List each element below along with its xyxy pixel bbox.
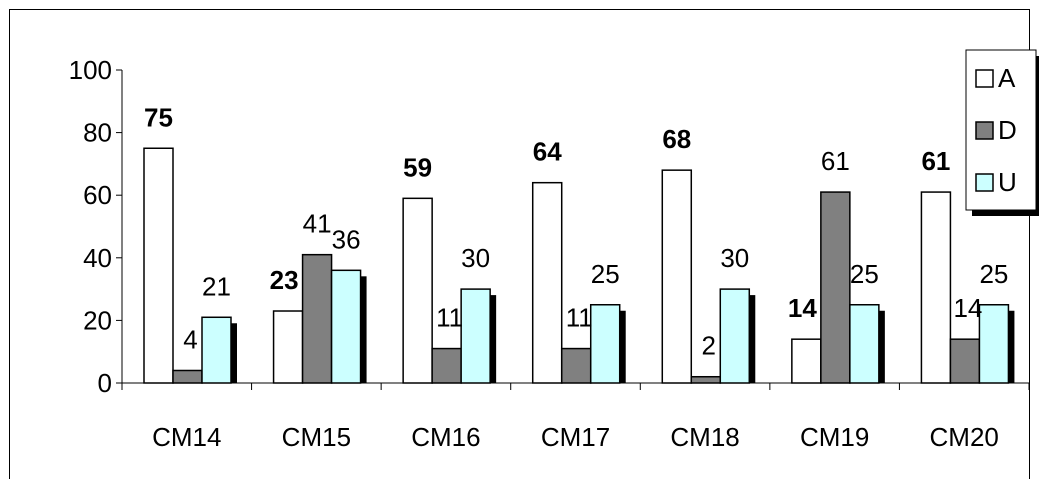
legend-label-a: A <box>998 63 1016 93</box>
data-label-d: 11 <box>566 303 593 333</box>
x-category-label: CM16 <box>411 422 480 452</box>
x-category-label: CM17 <box>541 422 610 452</box>
data-label-u: 25 <box>850 259 879 289</box>
data-label-d: 11 <box>436 303 463 333</box>
bar-u-cm19 <box>849 304 880 384</box>
legend-swatch-d <box>975 121 994 140</box>
legend-label-d: D <box>998 115 1017 145</box>
data-label-d: 4 <box>183 324 197 354</box>
bar-d-cm20 <box>949 338 981 384</box>
legend-swatch-a <box>975 69 994 88</box>
data-label-u: 21 <box>202 271 231 301</box>
y-tick-label: 100 <box>69 55 112 85</box>
bar-a-cm19 <box>791 338 822 384</box>
data-label-u: 25 <box>591 259 620 289</box>
bar-shadow <box>360 276 367 383</box>
bar-shadow <box>1008 310 1015 383</box>
bar-a-cm18 <box>661 169 693 384</box>
data-label-u: 25 <box>979 259 1008 289</box>
bar-d-cm19 <box>820 191 851 384</box>
bar-a-cm16 <box>402 197 433 384</box>
bar-u-cm15 <box>330 269 362 384</box>
bar-a-cm17 <box>531 181 563 384</box>
bar-a-cm14 <box>143 147 174 384</box>
bar-d-cm14 <box>172 369 203 384</box>
y-tick-label: 0 <box>98 368 112 398</box>
bar-d-cm16 <box>431 347 462 384</box>
chart-border <box>9 9 1030 479</box>
data-label-u: 30 <box>461 243 490 273</box>
data-label-d: 14 <box>953 293 982 323</box>
bar-d-cm18 <box>690 375 722 384</box>
bar-shadow <box>749 295 756 383</box>
bar-d-cm15 <box>301 253 333 384</box>
y-tick-label: 80 <box>83 118 112 148</box>
y-tick-label: 60 <box>83 180 112 210</box>
data-label-a: 68 <box>662 124 691 154</box>
bar-u-cm14 <box>201 316 232 384</box>
data-label-d: 61 <box>821 146 850 176</box>
bar-a-cm15 <box>272 310 304 384</box>
x-category-label: CM18 <box>670 422 739 452</box>
data-label-a: 14 <box>788 293 817 323</box>
bar-u-cm18 <box>719 288 751 384</box>
data-label-a: 59 <box>403 152 432 182</box>
data-label-u: 36 <box>332 224 361 254</box>
data-label-u: 30 <box>720 243 749 273</box>
bar-shadow <box>878 310 885 383</box>
data-label-a: 64 <box>533 137 562 167</box>
data-label-d: 2 <box>702 331 716 361</box>
data-label-a: 61 <box>921 146 950 176</box>
y-tick-label: 40 <box>83 243 112 273</box>
bar-u-cm20 <box>978 304 1010 384</box>
bar-shadow <box>490 295 497 383</box>
data-label-d: 41 <box>303 209 332 239</box>
legend-label-u: U <box>998 167 1017 197</box>
legend-swatch-u <box>975 173 994 192</box>
bar-shadow <box>619 310 626 383</box>
y-tick-label: 20 <box>83 305 112 335</box>
x-category-label: CM19 <box>800 422 869 452</box>
x-category-label: CM20 <box>930 422 999 452</box>
x-category-label: CM15 <box>282 422 351 452</box>
bar-u-cm17 <box>589 304 621 384</box>
data-label-a: 23 <box>270 265 299 295</box>
bar-u-cm16 <box>460 288 491 384</box>
bar-shadow <box>231 323 237 383</box>
bar-a-cm20 <box>920 191 952 384</box>
data-label-a: 75 <box>144 102 173 132</box>
x-category-label: CM14 <box>152 422 221 452</box>
bar-d-cm17 <box>560 347 592 384</box>
